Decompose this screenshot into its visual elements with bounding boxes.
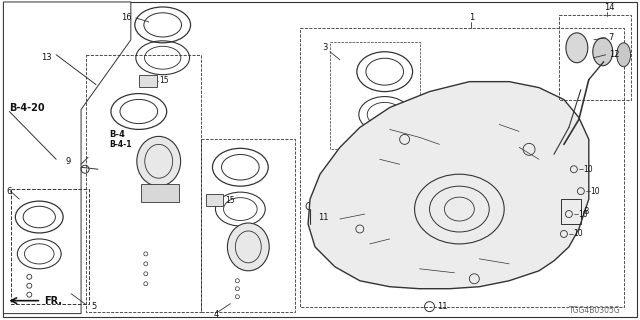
Bar (141, 184, 179, 202)
Bar (559, 15, 630, 100)
Text: B-4: B-4 (109, 130, 125, 139)
Text: 6: 6 (6, 187, 12, 196)
Bar (561, 199, 581, 224)
Text: TGG4B0305G: TGG4B0305G (569, 306, 621, 315)
Text: 5: 5 (91, 302, 96, 311)
Text: 8: 8 (584, 206, 589, 216)
Text: FR.: FR. (44, 296, 62, 306)
Ellipse shape (617, 43, 630, 67)
Text: 15: 15 (159, 76, 168, 85)
Text: 15: 15 (225, 196, 235, 204)
Text: 11: 11 (438, 302, 448, 311)
Text: 1: 1 (469, 13, 475, 22)
Text: 16: 16 (121, 13, 131, 22)
Bar (86, 55, 200, 312)
Text: 12: 12 (609, 50, 620, 59)
Text: 10: 10 (590, 187, 600, 196)
Ellipse shape (227, 223, 269, 271)
Text: 13: 13 (41, 53, 52, 62)
Ellipse shape (593, 38, 612, 66)
Bar (139, 75, 157, 87)
Text: B-4-1: B-4-1 (109, 140, 131, 149)
Text: B-4-20: B-4-20 (10, 102, 45, 113)
Text: 4: 4 (214, 310, 219, 319)
Text: 10: 10 (578, 210, 588, 219)
Text: 10: 10 (573, 229, 582, 238)
Text: 9: 9 (66, 157, 71, 166)
Text: 10: 10 (583, 165, 593, 174)
Text: 3: 3 (323, 43, 328, 52)
Bar (200, 140, 295, 312)
Polygon shape (3, 2, 131, 314)
Ellipse shape (566, 33, 588, 63)
Bar (300, 28, 623, 307)
Bar (12, 189, 89, 304)
Text: 11: 11 (318, 212, 328, 221)
Text: 14: 14 (604, 4, 614, 12)
Bar (330, 42, 420, 149)
Ellipse shape (137, 136, 180, 186)
Polygon shape (308, 82, 589, 289)
Bar (205, 194, 223, 206)
Text: 7: 7 (609, 33, 614, 42)
